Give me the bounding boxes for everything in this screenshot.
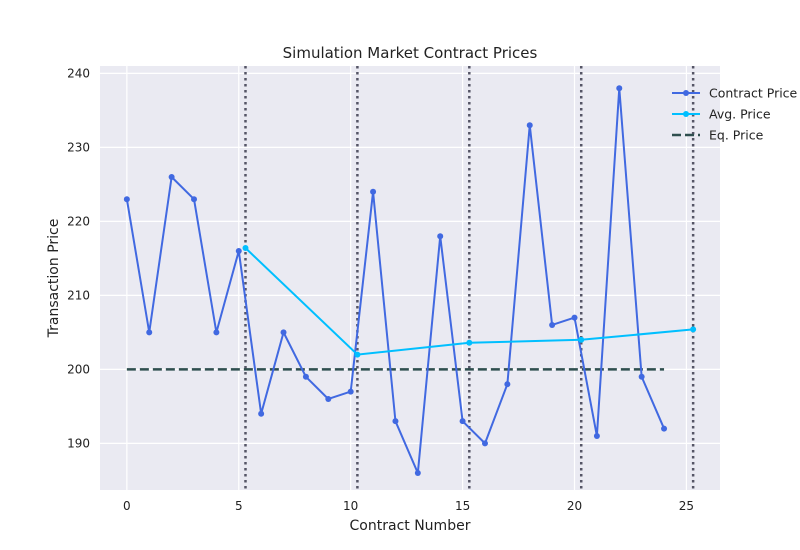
contract-price-point xyxy=(392,418,399,425)
contract-price-point xyxy=(146,329,153,336)
y-tick-label: 240 xyxy=(67,66,90,80)
contract-price-point xyxy=(459,418,466,425)
x-tick-label: 15 xyxy=(455,499,470,513)
x-tick-label: 10 xyxy=(343,499,358,513)
contract-price-point xyxy=(123,196,130,203)
contract-price-point xyxy=(504,381,511,388)
avg-price-point xyxy=(466,339,473,346)
contract-price-point xyxy=(235,247,242,254)
plot-background xyxy=(100,66,720,490)
contract-price-point xyxy=(280,329,287,336)
contract-price-point xyxy=(191,196,198,203)
contract-price-point xyxy=(437,233,444,240)
legend-label: Eq. Price xyxy=(709,128,764,143)
y-tick-label: 190 xyxy=(67,436,90,450)
x-tick-label: 25 xyxy=(679,499,694,513)
x-tick-label: 5 xyxy=(235,499,243,513)
contract-price-point xyxy=(258,410,265,417)
contract-price-point xyxy=(302,373,309,380)
chart-title: Simulation Market Contract Prices xyxy=(283,44,538,62)
y-tick-label: 230 xyxy=(67,140,90,154)
avg-price-point xyxy=(690,326,697,333)
series-group xyxy=(123,85,697,476)
avg-price-point xyxy=(578,336,585,343)
contract-price-point xyxy=(638,373,645,380)
contract-price-point xyxy=(593,432,600,439)
contract-price-point xyxy=(168,173,175,180)
legend-swatch-marker xyxy=(683,111,689,117)
contract-price-point xyxy=(661,425,668,432)
y-axis-label: Transaction Price xyxy=(46,219,62,339)
contract-price-point xyxy=(213,329,220,336)
avg-price-point xyxy=(354,351,361,358)
contract-price-point xyxy=(370,188,377,195)
contract-price-point xyxy=(481,440,488,447)
y-tick-label: 200 xyxy=(67,362,90,376)
legend: Contract Price Avg. Price Eq. Price xyxy=(672,86,798,143)
legend-swatch-marker xyxy=(683,90,689,96)
period-lines xyxy=(244,66,695,490)
contract-price-point xyxy=(325,395,332,402)
contract-price-point xyxy=(616,85,623,92)
avg-price-point xyxy=(242,245,249,252)
legend-label: Avg. Price xyxy=(709,107,771,122)
x-tick-labels: 0 5 10 15 20 25 xyxy=(123,499,694,513)
legend-label: Contract Price xyxy=(709,86,798,101)
x-axis-label: Contract Number xyxy=(350,518,471,534)
x-tick-label: 0 xyxy=(123,499,131,513)
y-tick-labels: 190 200 210 220 230 240 xyxy=(67,66,90,450)
contract-price-point xyxy=(414,469,421,476)
x-tick-label: 20 xyxy=(567,499,582,513)
y-tick-label: 210 xyxy=(67,288,90,302)
contract-price-point xyxy=(571,314,578,321)
y-tick-label: 220 xyxy=(67,214,90,228)
contract-price-point xyxy=(526,122,533,129)
contract-price-point xyxy=(549,321,556,328)
grid xyxy=(100,66,720,490)
contract-price-point xyxy=(347,388,354,395)
